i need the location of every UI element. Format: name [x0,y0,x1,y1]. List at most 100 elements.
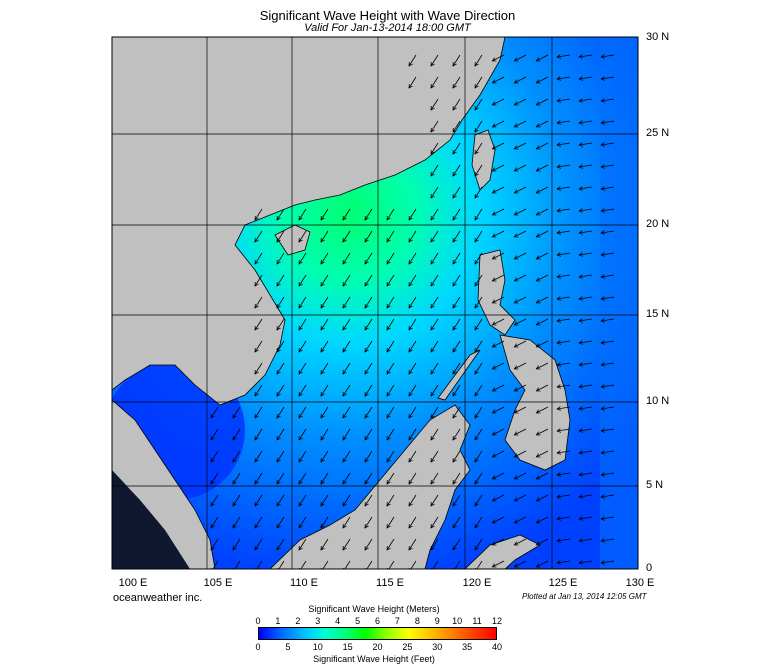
wave-arrow [364,274,373,287]
wave-arrow [452,54,461,67]
wave-arrow [408,472,417,485]
wave-arrow [536,406,549,414]
wave-arrow [408,494,417,507]
wave-arrow-head [232,523,237,529]
wave-arrow-head [556,296,562,301]
wave-arrow-head [386,545,391,551]
wave-arrow-head [430,105,435,111]
wave-arrow [492,120,505,128]
wave-arrow [386,252,395,265]
wave-arrow-head [556,384,562,389]
wave-arrow [579,142,593,146]
wave-arrow-head [556,516,562,521]
wave-arrow-head [254,457,259,463]
wave-arrow-head [452,545,457,551]
wave-arrow-head [535,167,541,172]
wave-arrow-head [276,303,281,309]
wave-arrow [298,318,307,331]
wave-arrow [342,494,351,507]
wave-arrow [474,406,483,419]
wave-arrow-head [408,435,413,441]
wave-arrow-head [276,259,281,265]
wave-arrow-head [535,343,541,348]
wave-arrow [452,538,461,551]
wave-arrow [386,538,395,551]
wave-arrow [452,296,461,309]
wave-arrow [474,516,483,529]
wave-arrow-head [210,545,215,551]
wave-arrow-head [430,501,435,507]
wave-arrow-head [452,325,457,331]
wave-arrow [364,252,373,265]
wave-arrow [298,428,307,441]
wave-arrow [430,340,439,353]
map-subtitle: Valid For Jan-13-2014 18:00 GMT [304,22,471,34]
wave-arrow-head [513,277,519,282]
feet-tick: 30 [432,642,443,652]
wave-arrow-head [408,61,413,67]
wave-arrow-head [342,281,347,287]
wave-arrow [210,450,219,463]
wave-arrow-head [408,325,413,331]
wave-arrow [601,120,615,124]
wave-arrow-head [513,211,519,216]
wave-arrow-head [578,208,584,213]
wave-arrow [298,384,307,397]
wave-arrow [452,76,461,89]
wave-arrow [579,296,593,300]
wave-arrow [430,142,439,155]
wave-arrow-head [491,431,497,436]
wave-arrow [430,98,439,111]
wave-arrow-head [276,281,281,287]
wave-arrow [474,76,483,89]
wave-arrow [298,406,307,419]
wave-arrow [557,164,571,168]
wave-arrow-head [430,435,435,441]
wave-arrow [474,208,483,221]
wave-arrow [601,186,615,190]
wave-arrow-head [513,299,519,304]
wave-direction-arrows [210,54,615,569]
wave-arrow [430,208,439,221]
wave-arrow [364,340,373,353]
wave-arrow [408,76,417,89]
wave-arrow-head [408,281,413,287]
wave-arrow [452,384,461,397]
wave-arrow [320,318,329,331]
wave-arrow [557,208,571,212]
wave-arrow-head [232,479,237,485]
wave-arrow [514,516,527,524]
wave-arrow [474,362,483,375]
wave-arrow-head [408,259,413,265]
wave-arrow [276,362,285,375]
wave-arrow [278,560,285,569]
wave-arrow [386,450,395,463]
wave-arrow [514,186,527,194]
wave-arrow-head [320,369,325,375]
wave-arrow [601,318,615,322]
wave-arrow-head [430,171,435,177]
wave-arrow [601,516,615,520]
wave-arrow [536,560,549,568]
wave-arrow [386,428,395,441]
wave-arrow [344,560,351,569]
wave-arrow [514,318,527,326]
lon-label: 130 E [625,577,655,589]
wave-arrow-head [408,479,413,485]
wave-arrow [276,340,285,353]
wave-arrow-head [556,494,562,499]
wave-arrow-head [430,523,435,529]
wave-arrow-head [474,171,479,177]
wave-arrow [320,494,329,507]
wave-arrow-head [342,369,347,375]
wave-arrow [430,252,439,265]
wave-arrow [492,54,505,62]
lon-label: 115 E [376,577,404,589]
wave-arrow-head [513,431,519,436]
taiwan [471,129,496,191]
wave-arrow-head [386,479,391,485]
wave-arrow [601,538,615,542]
wave-arrow [210,428,219,441]
wave-arrow [342,340,351,353]
wave-arrow-head [320,545,325,551]
